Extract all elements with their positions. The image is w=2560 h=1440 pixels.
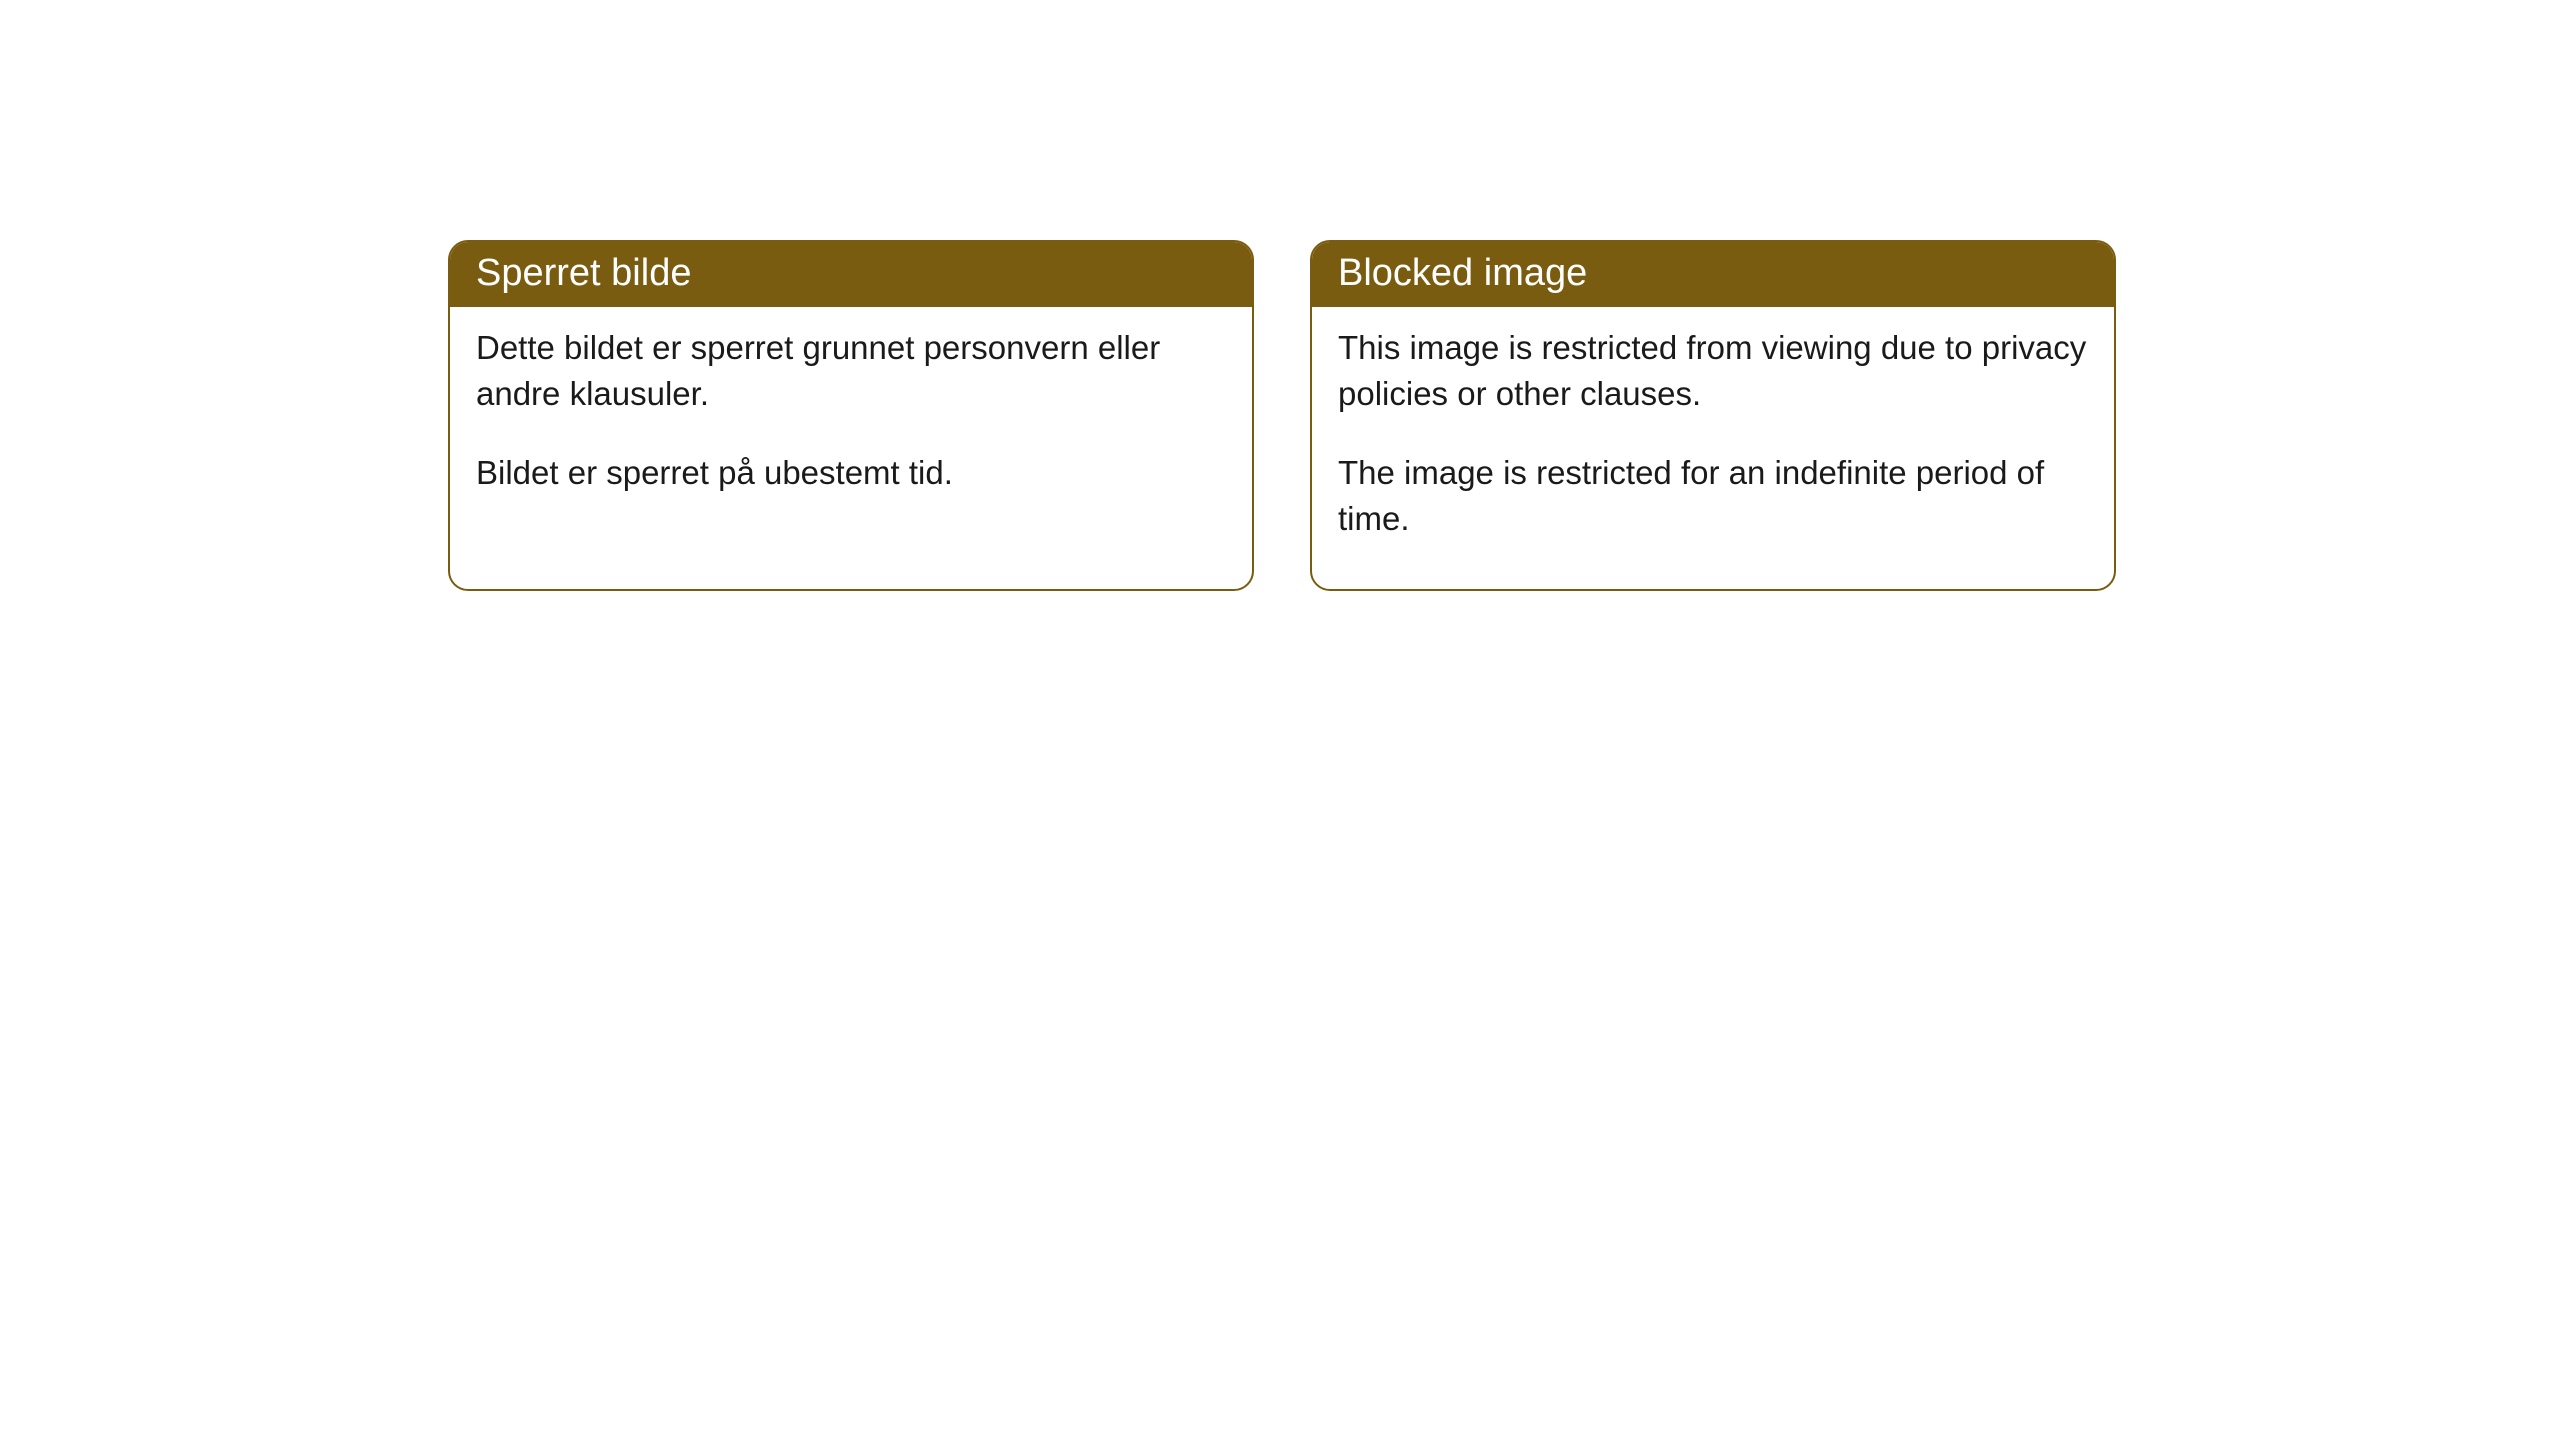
card-paragraph-2-english: The image is restricted for an indefinit… <box>1338 450 2088 541</box>
blocked-image-card-norwegian: Sperret bilde Dette bildet er sperret gr… <box>448 240 1254 591</box>
card-body-norwegian: Dette bildet er sperret grunnet personve… <box>450 307 1252 544</box>
card-paragraph-1-norwegian: Dette bildet er sperret grunnet personve… <box>476 325 1226 416</box>
card-header-english: Blocked image <box>1312 242 2114 307</box>
card-title-english: Blocked image <box>1338 252 1587 294</box>
card-body-english: This image is restricted from viewing du… <box>1312 307 2114 589</box>
card-paragraph-2-norwegian: Bildet er sperret på ubestemt tid. <box>476 450 1226 496</box>
cards-container: Sperret bilde Dette bildet er sperret gr… <box>0 0 2560 591</box>
blocked-image-card-english: Blocked image This image is restricted f… <box>1310 240 2116 591</box>
card-title-norwegian: Sperret bilde <box>476 252 691 294</box>
card-paragraph-1-english: This image is restricted from viewing du… <box>1338 325 2088 416</box>
card-header-norwegian: Sperret bilde <box>450 242 1252 307</box>
